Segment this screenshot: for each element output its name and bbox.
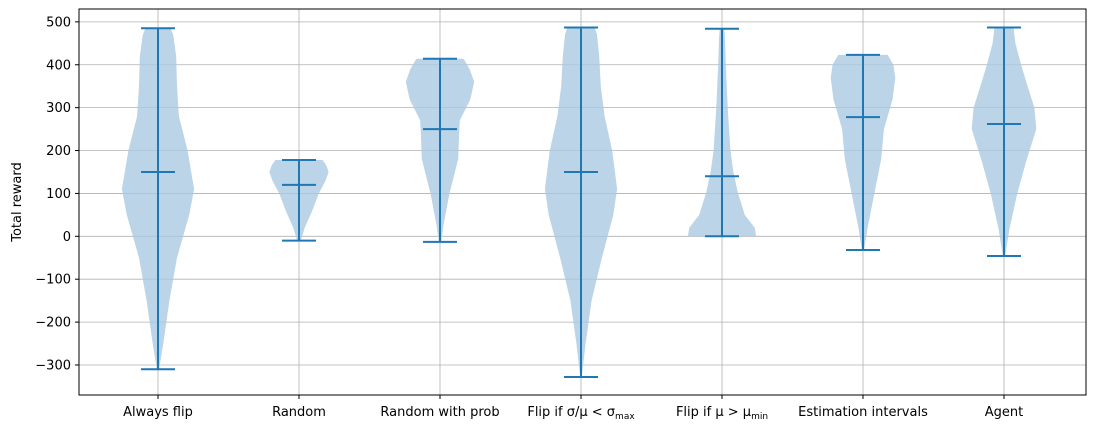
- x-axis-ticks: Always flip Random Random with prob Flip if…: [123, 395, 1023, 422]
- y-tick-label: 400: [46, 58, 71, 73]
- y-tick-label: 100: [46, 187, 71, 202]
- y-axis-label: Total reward: [10, 162, 25, 243]
- y-tick-label: −200: [35, 316, 71, 331]
- violin-bodies: [121, 27, 1037, 378]
- x-tick-label: Random with prob: [380, 405, 499, 420]
- plot-frame: [78, 8, 1087, 396]
- violin-stat-lines: [141, 26, 1021, 378]
- y-tick-label: 300: [46, 101, 71, 116]
- x-tick-label: Always flip: [123, 405, 193, 420]
- y-axis-ticks: −300 −200 −100 0 100 200 300 400 500: [35, 15, 79, 373]
- y-tick-label: −100: [35, 273, 71, 288]
- y-tick-label: 500: [46, 15, 71, 30]
- x-tick-label: Flip if σ/μ < σmax: [527, 405, 635, 422]
- x-tick-label: Agent: [985, 405, 1023, 420]
- y-tick-label: 0: [63, 230, 71, 245]
- x-tick-label: Estimation intervals: [798, 405, 928, 420]
- y-tick-label: 200: [46, 144, 71, 159]
- y-tick-label: −300: [35, 358, 71, 373]
- x-tick-label: Flip if μ > μmin: [676, 405, 768, 422]
- x-tick-label: Random: [272, 405, 326, 420]
